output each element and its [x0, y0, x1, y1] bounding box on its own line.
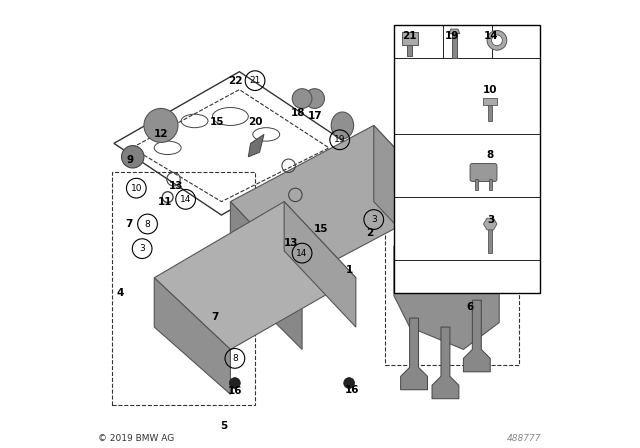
- Text: 8: 8: [145, 220, 150, 228]
- Polygon shape: [114, 72, 347, 215]
- Circle shape: [487, 30, 507, 50]
- Text: 3: 3: [371, 215, 376, 224]
- Polygon shape: [154, 278, 230, 394]
- Text: 3: 3: [488, 215, 495, 224]
- Text: 13: 13: [168, 181, 183, 191]
- Text: 21: 21: [250, 76, 260, 85]
- Circle shape: [344, 378, 355, 388]
- Text: 21: 21: [403, 31, 417, 41]
- FancyBboxPatch shape: [470, 164, 497, 181]
- Text: 4: 4: [116, 288, 124, 297]
- Text: 15: 15: [210, 117, 224, 127]
- Text: 7: 7: [125, 219, 132, 229]
- Text: 2: 2: [365, 228, 373, 238]
- Polygon shape: [230, 202, 302, 349]
- Polygon shape: [248, 134, 264, 157]
- Text: 5: 5: [220, 421, 227, 431]
- Polygon shape: [394, 224, 499, 349]
- Polygon shape: [284, 202, 356, 327]
- Circle shape: [122, 146, 144, 168]
- FancyBboxPatch shape: [394, 25, 540, 293]
- Text: 10: 10: [483, 85, 497, 95]
- Text: 1: 1: [346, 265, 353, 275]
- Text: 15: 15: [314, 224, 328, 234]
- Text: 16: 16: [345, 385, 360, 395]
- Text: 14: 14: [296, 249, 308, 258]
- Polygon shape: [483, 98, 497, 105]
- Text: 19: 19: [334, 135, 346, 144]
- Text: 11: 11: [158, 197, 173, 207]
- Circle shape: [492, 35, 502, 46]
- Text: 16: 16: [228, 386, 242, 396]
- Polygon shape: [374, 125, 445, 278]
- Text: 488777: 488777: [508, 434, 541, 443]
- Polygon shape: [230, 125, 445, 278]
- Text: 8: 8: [232, 354, 237, 363]
- Circle shape: [292, 89, 312, 108]
- Text: 17: 17: [308, 111, 323, 121]
- Text: 20: 20: [248, 117, 262, 127]
- Text: 9: 9: [126, 155, 133, 165]
- Polygon shape: [449, 29, 460, 34]
- Text: 3: 3: [140, 244, 145, 253]
- Ellipse shape: [332, 112, 354, 139]
- Text: 10: 10: [131, 184, 142, 193]
- Text: © 2019 BMW AG: © 2019 BMW AG: [99, 434, 175, 443]
- Text: 8: 8: [486, 150, 494, 159]
- Polygon shape: [432, 327, 459, 399]
- Text: 22: 22: [228, 76, 242, 86]
- Circle shape: [144, 108, 178, 142]
- Text: 18: 18: [291, 108, 305, 118]
- Bar: [452, 34, 457, 58]
- Bar: [407, 45, 412, 56]
- Polygon shape: [463, 300, 490, 372]
- Text: 14: 14: [484, 31, 499, 41]
- Bar: [488, 105, 493, 121]
- Text: 14: 14: [180, 195, 191, 204]
- Text: 19: 19: [445, 31, 460, 41]
- Bar: [489, 179, 493, 190]
- Polygon shape: [401, 318, 428, 390]
- Polygon shape: [484, 218, 497, 230]
- Text: 6: 6: [467, 302, 474, 312]
- Polygon shape: [401, 32, 418, 45]
- Text: 13: 13: [284, 238, 298, 248]
- Bar: [488, 224, 493, 253]
- Bar: [475, 179, 478, 190]
- Text: 7: 7: [211, 312, 218, 322]
- Polygon shape: [154, 202, 356, 349]
- Circle shape: [230, 378, 240, 388]
- Text: 12: 12: [154, 129, 168, 139]
- Circle shape: [305, 89, 324, 108]
